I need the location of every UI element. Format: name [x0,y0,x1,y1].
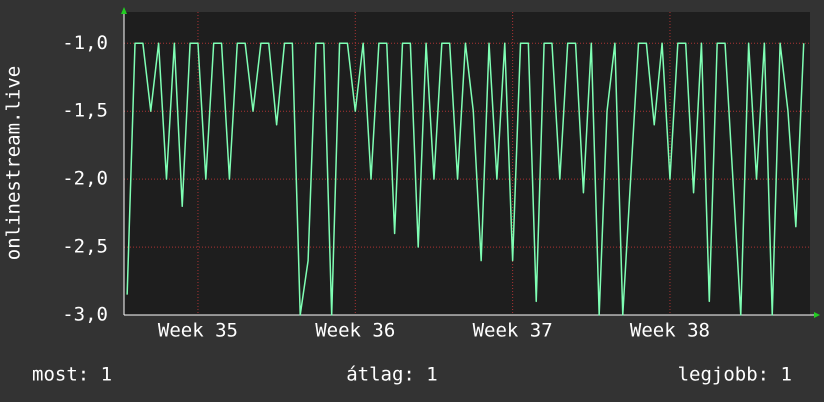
x-tick-label: Week 37 [473,320,553,342]
stat-average: átlag: 1 [346,364,438,386]
x-tick-label: Week 35 [158,320,238,342]
stat-current: most: 1 [32,364,112,386]
series-line [126,42,805,316]
y-tick-label: -2,5 [62,236,108,258]
y-tick-label: -1,5 [62,100,108,122]
y-tick-label: -1,0 [62,32,108,54]
y-arrow [121,7,127,14]
x-arrow [814,312,820,318]
y-tick-label: -3,0 [62,304,108,326]
x-tick-label: Week 36 [315,320,395,342]
y-tick-label: -2,0 [62,168,108,190]
y-axis-title: onlinestream.live [3,66,25,260]
stat-best: legjobb: 1 [678,364,792,386]
x-tick-label: Week 38 [630,320,710,342]
